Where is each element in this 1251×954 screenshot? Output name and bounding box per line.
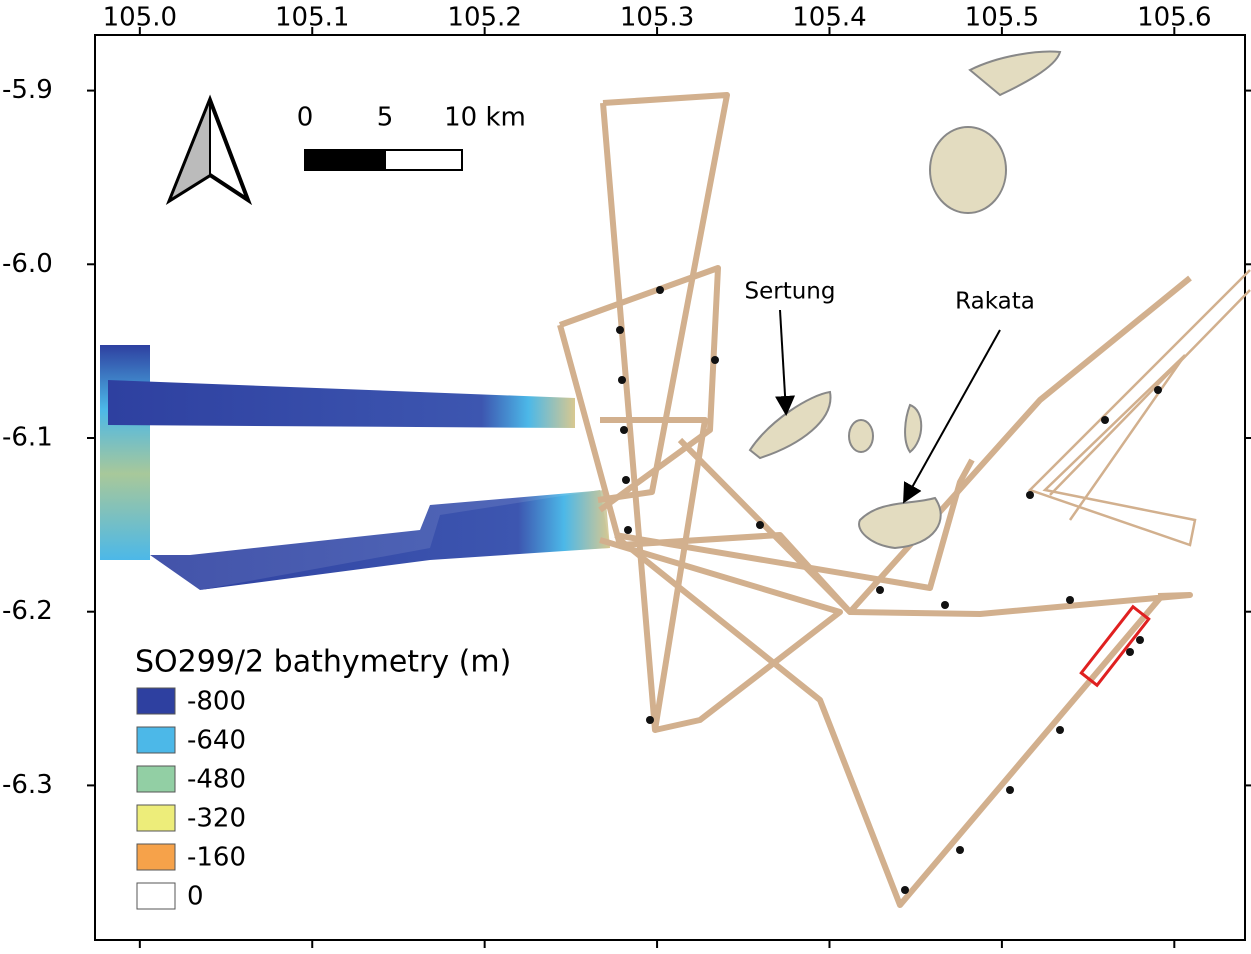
map-frame bbox=[95, 35, 1245, 940]
legend-label: -160 bbox=[187, 843, 246, 873]
y-tick-label: -6.3 bbox=[2, 770, 53, 800]
legend-label: -320 bbox=[187, 804, 246, 834]
legend-swatch bbox=[137, 766, 175, 792]
scale-label: 0 bbox=[297, 103, 314, 133]
legend-swatch bbox=[137, 883, 175, 909]
y-tick-label: -6.1 bbox=[2, 422, 53, 452]
annotation: Sertung bbox=[745, 279, 836, 305]
legend-swatch bbox=[137, 805, 175, 831]
legend-label: -800 bbox=[187, 687, 246, 717]
legend-label: -640 bbox=[187, 726, 246, 756]
y-tick-label: -5.9 bbox=[2, 75, 53, 105]
legend-swatch bbox=[137, 688, 175, 714]
legend-swatch bbox=[137, 844, 175, 870]
legend-swatch bbox=[137, 727, 175, 753]
legend-label: 0 bbox=[187, 882, 204, 912]
y-tick-label: -6.2 bbox=[2, 596, 53, 626]
legend-title: SO299/2 bathymetry (m) bbox=[135, 645, 511, 680]
legend-label: -480 bbox=[187, 765, 246, 795]
y-tick-label: -6.0 bbox=[2, 249, 53, 279]
scale-label: 5 bbox=[377, 103, 394, 133]
annotation: Rakata bbox=[955, 289, 1035, 315]
scale-label: 10 km bbox=[444, 103, 526, 133]
map: Sertung Rakata 0 5 10 km SO299/2 bathyme… bbox=[0, 0, 1251, 950]
